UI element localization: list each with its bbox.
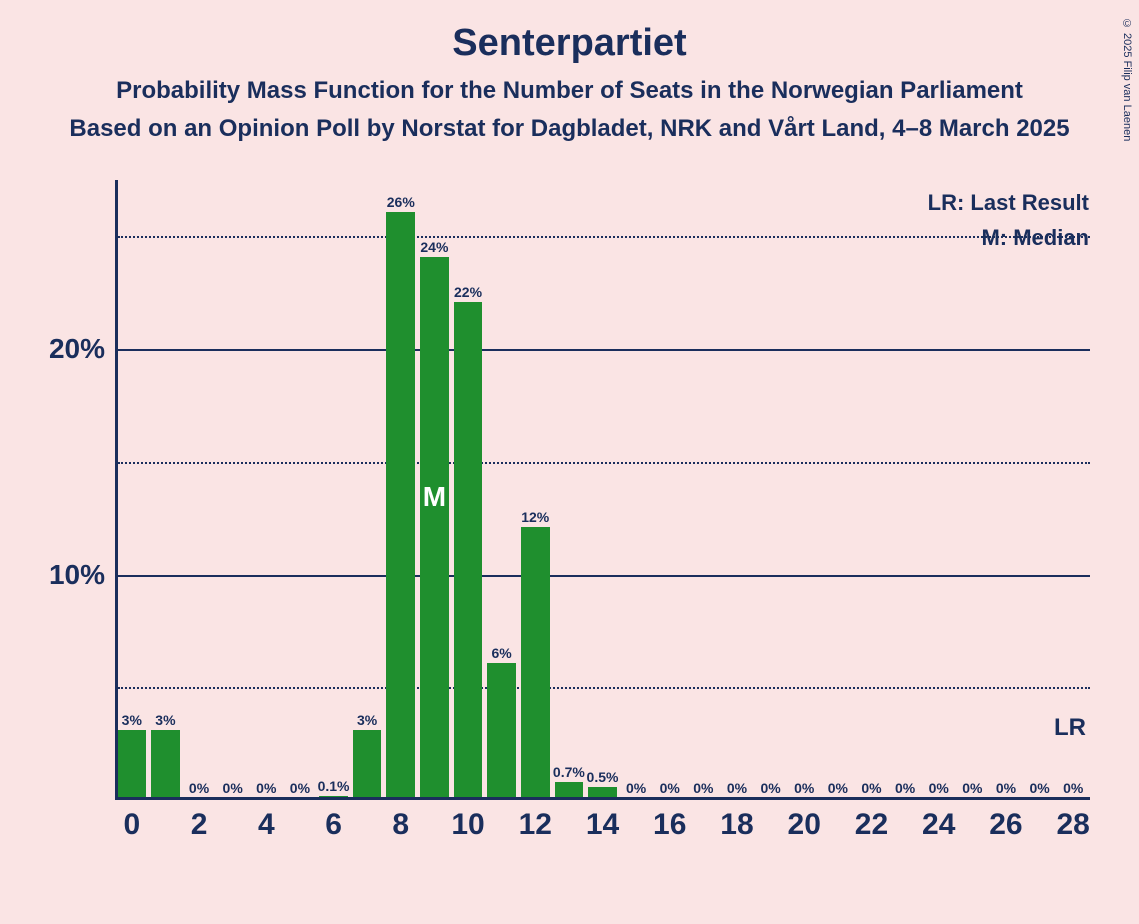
- bar-value-label: 0%: [727, 780, 747, 796]
- bar-value-label: 3%: [155, 712, 175, 728]
- bar-value-label: 22%: [454, 284, 482, 300]
- chart-plot-area: 10%20%3%3%0%0%0%0%0.1%3%26%24%22%6%12%0.…: [115, 180, 1090, 800]
- gridline-major: [118, 575, 1090, 577]
- bar-value-label: 3%: [357, 712, 377, 728]
- bar-value-label: 0%: [660, 780, 680, 796]
- bar-value-label: 0%: [828, 780, 848, 796]
- bar-value-label: 0%: [895, 780, 915, 796]
- x-axis-tick-label: 12: [519, 808, 552, 842]
- x-axis: [115, 797, 1090, 800]
- x-axis-tick-label: 28: [1057, 808, 1090, 842]
- bar-value-label: 0.7%: [553, 764, 585, 780]
- x-axis-tick-label: 6: [325, 808, 342, 842]
- y-axis: [115, 180, 118, 800]
- bar-value-label: 3%: [122, 712, 142, 728]
- x-axis-tick-label: 14: [586, 808, 619, 842]
- bar-value-label: 0%: [861, 780, 881, 796]
- x-axis-tick-label: 24: [922, 808, 955, 842]
- gridline-minor: [118, 462, 1090, 464]
- bar-value-label: 0%: [290, 780, 310, 796]
- x-axis-tick-label: 4: [258, 808, 275, 842]
- x-axis-tick-label: 22: [855, 808, 888, 842]
- bar: [521, 527, 550, 798]
- gridline-minor: [118, 687, 1090, 689]
- y-axis-tick-label: 20%: [25, 333, 105, 365]
- bar-value-label: 0%: [1063, 780, 1083, 796]
- bar: [420, 257, 449, 798]
- chart-subtitle-1: Probability Mass Function for the Number…: [0, 65, 1139, 105]
- bar-value-label: 0%: [962, 780, 982, 796]
- bar: [151, 730, 180, 798]
- bar: [487, 663, 516, 798]
- bar-value-label: 0%: [1029, 780, 1049, 796]
- bar-value-label: 24%: [420, 239, 448, 255]
- last-result-marker: LR: [1054, 714, 1086, 742]
- x-axis-tick-label: 10: [451, 808, 484, 842]
- x-axis-tick-label: 16: [653, 808, 686, 842]
- bar: [353, 730, 382, 798]
- bar: [555, 782, 584, 798]
- bar-value-label: 0%: [693, 780, 713, 796]
- bar-value-label: 0%: [223, 780, 243, 796]
- bar-value-label: 6%: [492, 645, 512, 661]
- bar-value-label: 0%: [794, 780, 814, 796]
- median-marker: M: [423, 481, 446, 513]
- bar-value-label: 0%: [929, 780, 949, 796]
- x-axis-tick-label: 20: [788, 808, 821, 842]
- bar: [118, 730, 147, 798]
- chart-subtitle-2: Based on an Opinion Poll by Norstat for …: [0, 105, 1139, 143]
- bar-value-label: 0%: [996, 780, 1016, 796]
- bar-value-label: 0%: [256, 780, 276, 796]
- gridline-major: [118, 349, 1090, 351]
- bar: [386, 212, 415, 798]
- y-axis-tick-label: 10%: [25, 559, 105, 591]
- bar-value-label: 0%: [760, 780, 780, 796]
- x-axis-tick-label: 0: [123, 808, 140, 842]
- x-axis-tick-label: 26: [989, 808, 1022, 842]
- chart-title: Senterpartiet: [0, 0, 1139, 65]
- bar-value-label: 0%: [189, 780, 209, 796]
- bar-value-label: 26%: [387, 194, 415, 210]
- x-axis-tick-label: 2: [191, 808, 208, 842]
- bar-value-label: 0%: [626, 780, 646, 796]
- bar-value-label: 0.5%: [587, 769, 619, 785]
- bar-value-label: 0.1%: [318, 778, 350, 794]
- x-axis-tick-label: 18: [720, 808, 753, 842]
- bar-value-label: 12%: [521, 509, 549, 525]
- bar: [454, 302, 483, 798]
- copyright-text: © 2025 Filip van Laenen: [1121, 18, 1133, 141]
- gridline-minor: [118, 236, 1090, 238]
- x-axis-tick-label: 8: [392, 808, 409, 842]
